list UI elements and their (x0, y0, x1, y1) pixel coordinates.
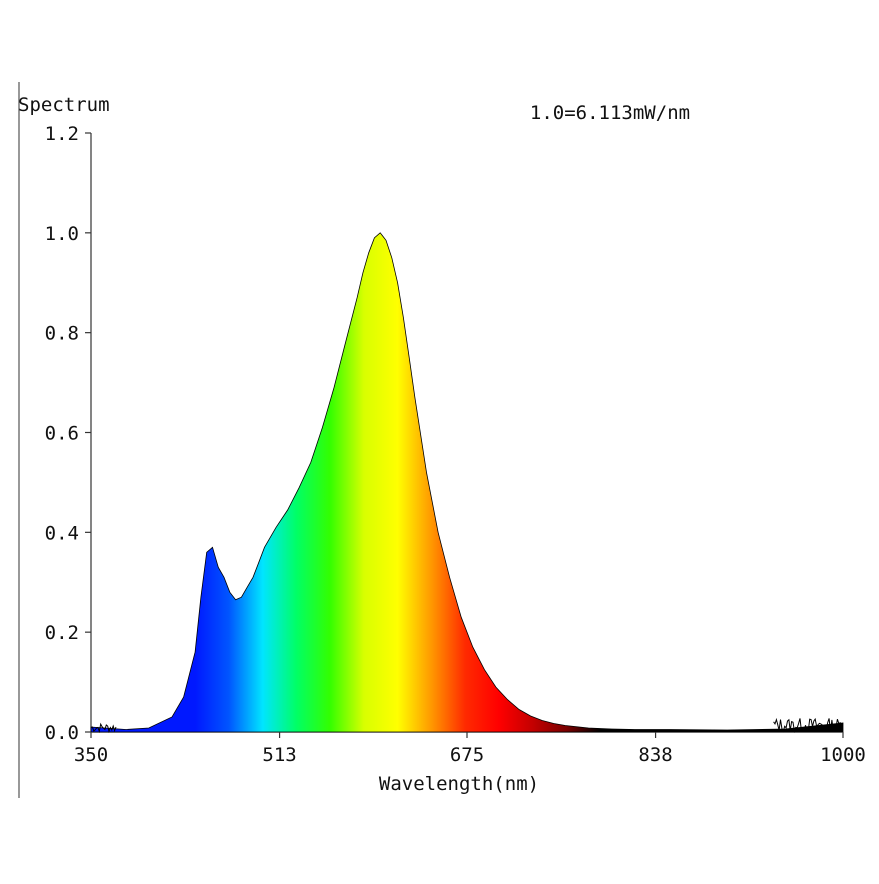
x-tick-label: 838 (638, 744, 672, 766)
y-tick-label: 0.6 (45, 423, 79, 445)
y-tick-label: 1.0 (45, 223, 79, 245)
x-axis-title: Wavelength(nm) (379, 773, 539, 795)
y-tick-label: 0.4 (45, 522, 79, 544)
noise-left (90, 722, 117, 734)
y-tick-label: 0.2 (45, 622, 79, 644)
y-tick-label: 0.8 (45, 323, 79, 345)
y-tick-label: 1.2 (45, 123, 79, 145)
spectrum-area (90, 232, 844, 733)
x-tick-label: 1000 (820, 744, 866, 766)
noise-right (773, 717, 843, 734)
y-ticks: 0.0 0.2 0.4 0.6 0.8 1.0 1.2 (45, 123, 91, 744)
scale-annotation: 1.0=6.113mW/nm (530, 102, 690, 124)
x-tick-label: 513 (262, 744, 296, 766)
x-ticks: 350 513 675 838 1000 (74, 732, 866, 766)
x-tick-label: 675 (450, 744, 484, 766)
x-tick-label: 350 (74, 744, 108, 766)
y-tick-label: 0.0 (45, 722, 79, 744)
y-axis-title: Spectrum (18, 94, 110, 116)
